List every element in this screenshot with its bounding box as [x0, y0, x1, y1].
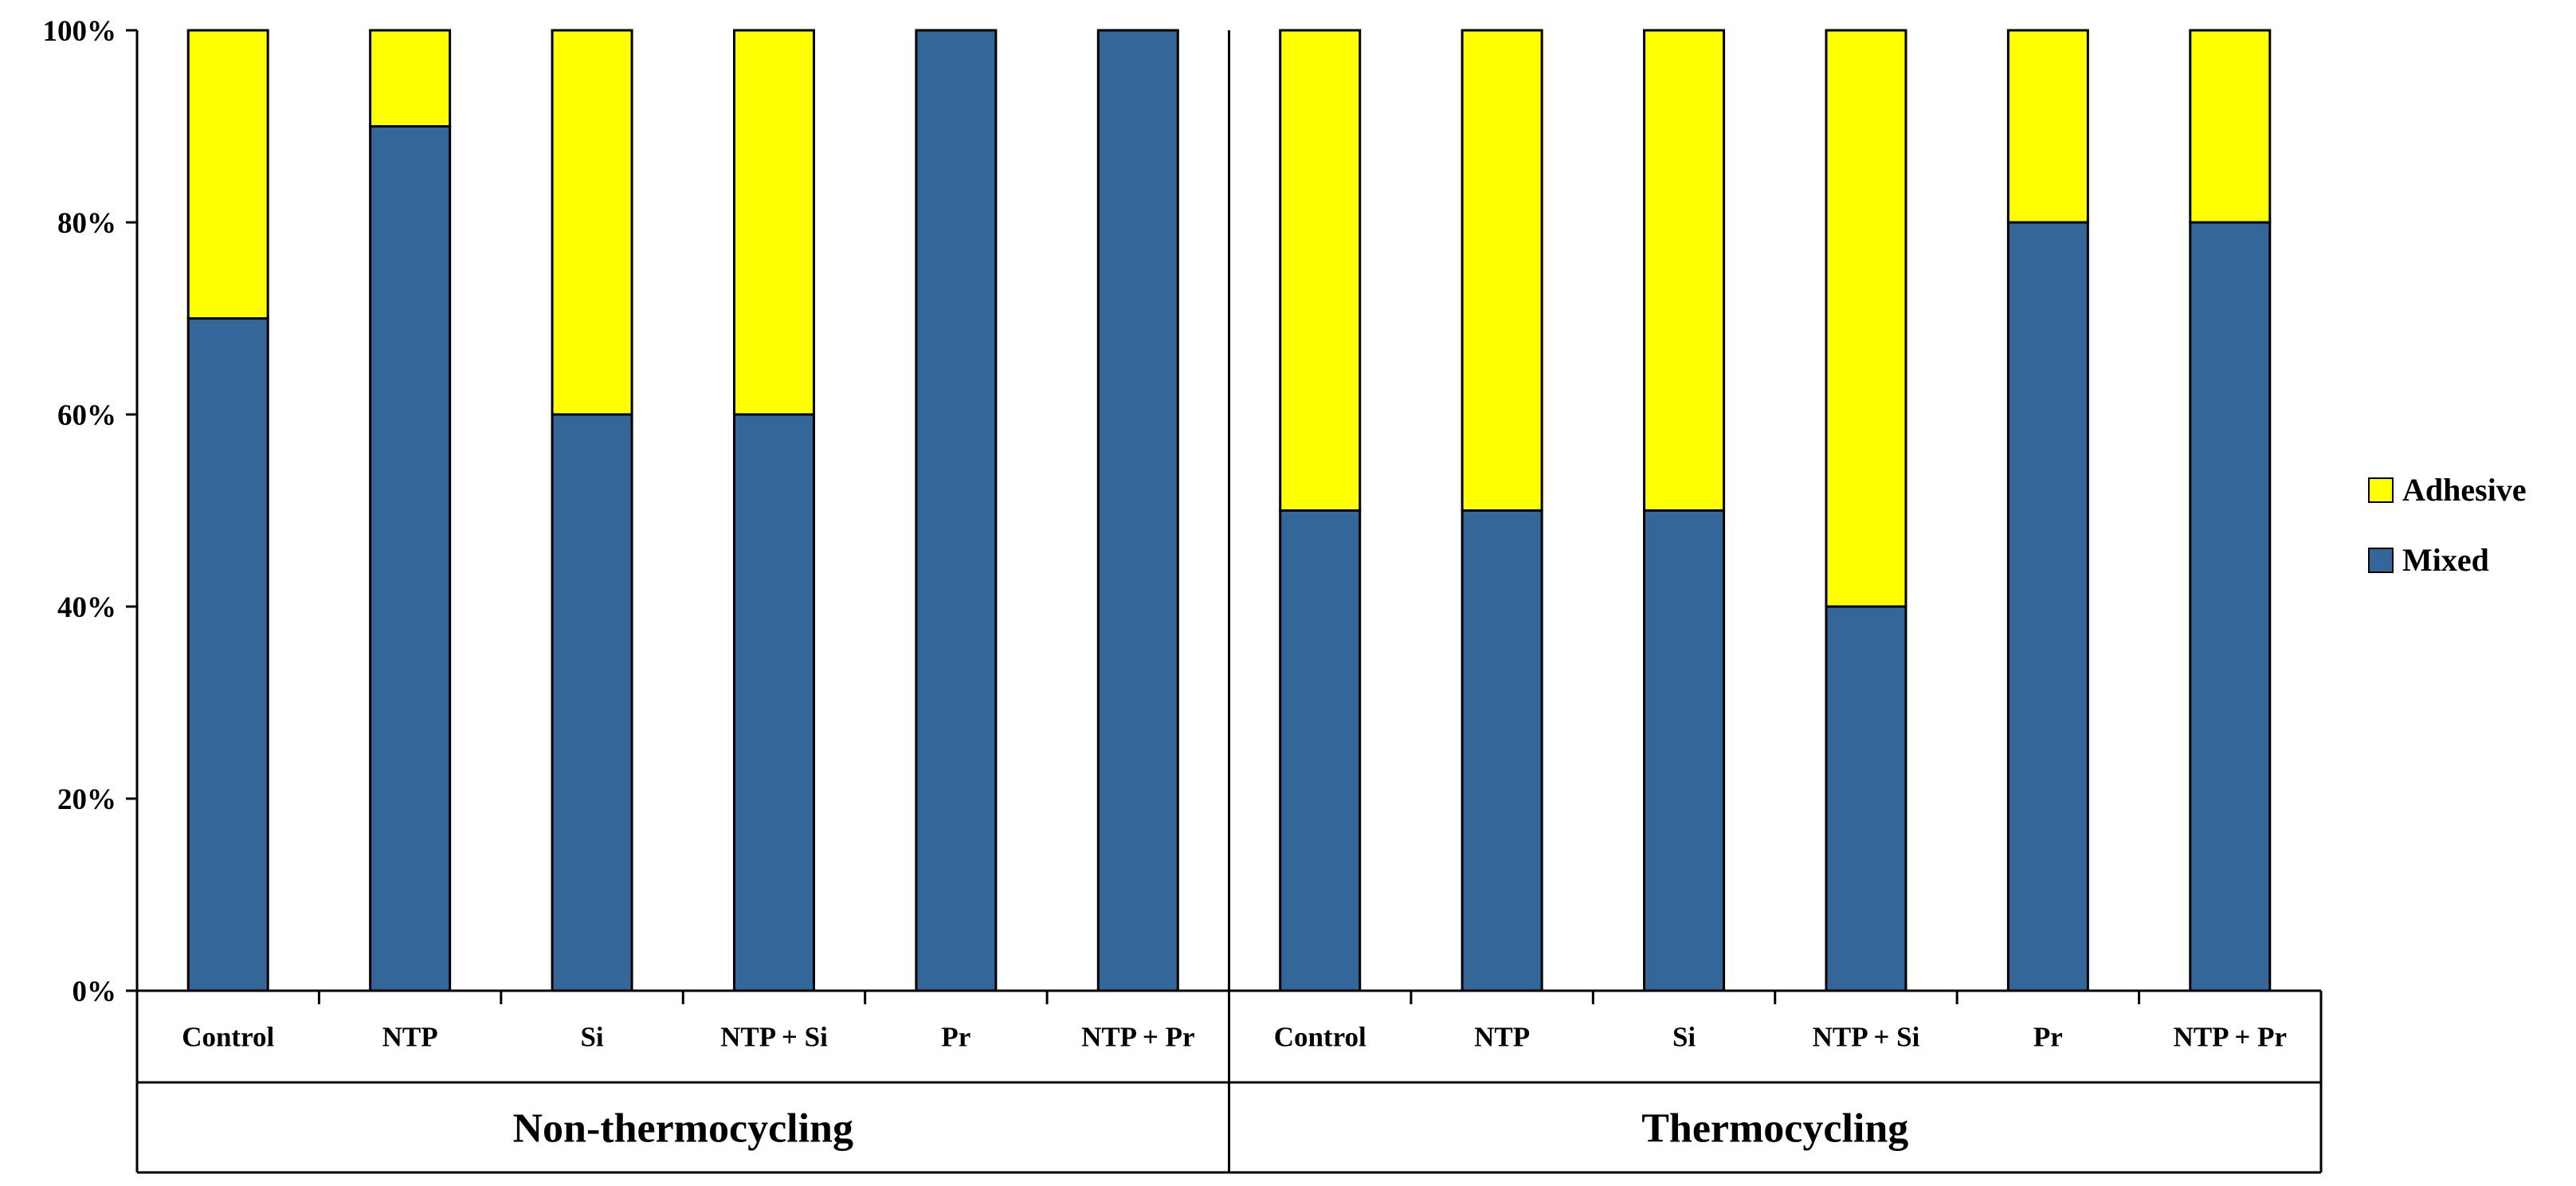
category-label: Pr — [941, 1022, 970, 1053]
group-label: Non-thermocycling — [513, 1106, 853, 1152]
bar-mixed-segment — [1461, 509, 1543, 992]
legend: Adhesive Mixed — [2368, 472, 2527, 578]
category-label: Si — [580, 1022, 603, 1053]
bar-mixed-segment — [915, 29, 998, 992]
y-tick-label: 40% — [57, 591, 116, 624]
category-label: Control — [1274, 1022, 1366, 1053]
category-label: NTP + Pr — [1081, 1022, 1194, 1053]
axes-layer — [126, 29, 2323, 1174]
bar-adhesive-segment — [1461, 29, 1543, 512]
bar-mixed-segment — [186, 317, 269, 992]
category-label: NTP — [1474, 1022, 1530, 1053]
category-label: Pr — [2033, 1022, 2063, 1053]
bar-mixed-segment — [1096, 29, 1179, 992]
category-label: NTP — [382, 1022, 438, 1053]
bar-mixed-segment — [1643, 509, 1726, 992]
legend-swatch-adhesive — [2368, 477, 2394, 503]
bar-mixed-segment — [369, 125, 452, 992]
y-tick-label: 100% — [43, 15, 117, 48]
category-label: NTP + Si — [720, 1022, 828, 1053]
legend-label-mixed: Mixed — [2402, 542, 2489, 578]
legend-label-adhesive: Adhesive — [2402, 472, 2527, 508]
bar-adhesive-segment — [1279, 29, 1362, 512]
bar-mixed-segment — [551, 413, 633, 992]
category-label: NTP + Pr — [2174, 1022, 2287, 1053]
bar-mixed-segment — [732, 413, 815, 992]
bar-adhesive-segment — [186, 29, 269, 320]
bar-mixed-segment — [2189, 221, 2272, 992]
bar-mixed-segment — [1825, 605, 1907, 992]
bar-mixed-segment — [1279, 509, 1362, 992]
bar-adhesive-segment — [1643, 29, 1726, 512]
y-tick-label: 60% — [57, 399, 116, 432]
y-tick-label: 20% — [57, 783, 116, 816]
bar-adhesive-segment — [369, 29, 452, 128]
bar-adhesive-segment — [2006, 29, 2089, 224]
group-label: Thermocycling — [1641, 1106, 1908, 1152]
bar-adhesive-segment — [1825, 29, 1907, 608]
bar-adhesive-segment — [2189, 29, 2272, 224]
category-label: NTP + Si — [1813, 1022, 1920, 1053]
category-label: Si — [1672, 1022, 1696, 1053]
legend-swatch-mixed — [2368, 548, 2394, 573]
y-tick-label: 0% — [73, 976, 117, 1008]
bars-layer — [186, 29, 2272, 992]
category-label: Control — [182, 1022, 274, 1053]
bar-mixed-segment — [2006, 221, 2089, 992]
bar-adhesive-segment — [732, 29, 815, 416]
labels-layer: 0% 20% 40% 60% 80% 100% Non-thermocycling Therm… — [43, 15, 2288, 1152]
y-tick-label: 80% — [57, 207, 116, 240]
bar-adhesive-segment — [551, 29, 633, 416]
